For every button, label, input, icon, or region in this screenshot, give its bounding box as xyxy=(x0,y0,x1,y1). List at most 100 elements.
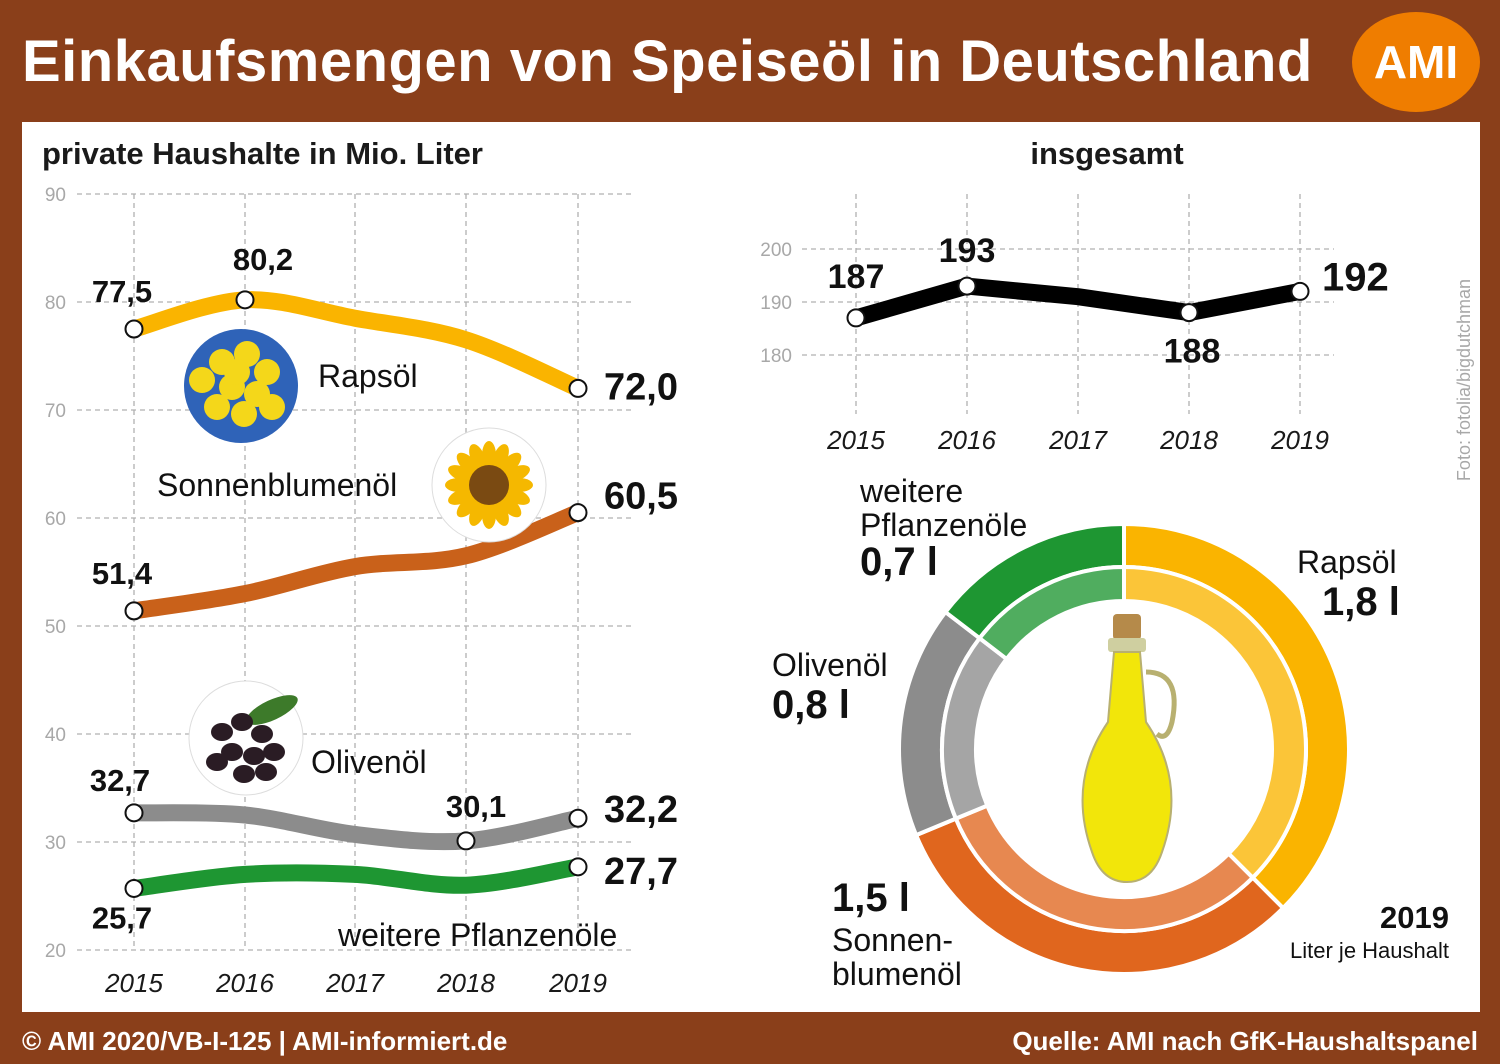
data-point-marker xyxy=(568,808,588,828)
right-y-tick-label: 180 xyxy=(760,346,792,367)
sunflower-petal xyxy=(469,444,486,471)
series-line xyxy=(125,804,587,851)
donut-slice-name: Sonnen-blumenöl xyxy=(832,922,962,992)
olive-fruit xyxy=(211,723,233,741)
data-point-marker xyxy=(124,319,144,339)
olive-fruit xyxy=(221,743,243,761)
sunflower-petal xyxy=(503,465,530,482)
olive-fruit xyxy=(233,765,255,783)
data-label: 51,4 xyxy=(92,556,153,591)
sunflower-petal xyxy=(492,499,509,526)
olive-fruit xyxy=(263,743,285,761)
right-x-tick-label: 2015 xyxy=(826,425,885,455)
data-label: 32,2 xyxy=(604,789,678,831)
rapeseed-flower xyxy=(204,394,230,420)
olive-fruit xyxy=(243,747,265,765)
data-label: 80,2 xyxy=(233,242,293,277)
footer-source: Quelle: AMI nach GfK-Haushaltspanel xyxy=(1012,1026,1478,1056)
series-name-label: Olivenöl xyxy=(311,744,427,780)
rapeseed-flower xyxy=(224,359,250,385)
total-data-label: 193 xyxy=(939,232,996,270)
donut-slice-value: 0,8 l xyxy=(772,683,850,727)
right-x-tick-label: 2019 xyxy=(1270,425,1329,455)
donut-slice-name: Olivenöl xyxy=(772,647,888,683)
series-name-label: Rapsöl xyxy=(318,358,418,394)
total-data-point-marker xyxy=(1290,281,1310,301)
photo-credit: Foto: fotolia/bigdutchman xyxy=(1454,279,1474,481)
olive-fruit xyxy=(231,713,253,731)
rapeseed-flower xyxy=(254,359,280,385)
total-data-label: 188 xyxy=(1164,333,1221,371)
left-y-tick-label: 80 xyxy=(45,293,66,314)
left-chart-title: private Haushalte in Mio. Liter xyxy=(42,136,483,171)
sunflower-petal xyxy=(499,452,522,475)
left-y-tick-label: 50 xyxy=(45,617,66,638)
right-x-tick-label: 2017 xyxy=(1048,425,1108,455)
rapeseed-flower xyxy=(231,401,257,427)
ami-logo: AMI xyxy=(1352,12,1480,112)
rapeseed-icon xyxy=(184,329,298,443)
series-name-label: weitere Pflanzenöle xyxy=(337,917,617,953)
series-line xyxy=(125,504,587,620)
olive-leaf xyxy=(246,695,298,725)
data-point-marker xyxy=(235,290,255,310)
left-y-tick-label: 40 xyxy=(45,725,66,746)
sunflower-petal xyxy=(456,495,479,518)
right-x-tick-label: 2016 xyxy=(937,425,996,455)
bottle-cork xyxy=(1113,614,1141,640)
footer-copyright: © AMI 2020/VB-I-125 | AMI-informiert.de xyxy=(22,1026,508,1056)
total-data-point-marker xyxy=(1179,303,1199,323)
page-title: Einkaufsmengen von Speiseöl in Deutschla… xyxy=(22,29,1313,94)
donut-slice-name-line: blumenöl xyxy=(832,956,962,992)
data-label: 30,1 xyxy=(446,789,506,824)
donut-slice-name: Rapsöl xyxy=(1297,544,1397,580)
data-point-marker xyxy=(124,803,144,823)
chart-panel: private Haushalte in Mio. Liter 20 30 40 50 6… xyxy=(22,122,1480,1012)
sunflower-petal xyxy=(448,488,475,505)
left-x-tick-label: 2016 xyxy=(215,968,274,998)
donut-title: 2019 xyxy=(1380,900,1449,935)
rapeseed-flower xyxy=(189,367,215,393)
donut-slice-value: 1,5 l xyxy=(832,876,910,920)
right-y-tick-label: 200 xyxy=(760,240,792,261)
rapeseed-flower xyxy=(259,394,285,420)
donut-slice-inner xyxy=(976,564,1126,662)
series-line xyxy=(125,291,587,397)
donut-slice-name-line: Rapsöl xyxy=(1297,544,1397,580)
bottle-neck-ring xyxy=(1108,638,1146,652)
donut-slice-name-line: Olivenöl xyxy=(772,647,888,683)
data-point-marker xyxy=(568,378,588,398)
sunflower-icon xyxy=(431,427,547,543)
data-point-marker xyxy=(124,601,144,621)
sunflower-petal xyxy=(499,495,522,518)
donut-subtitle: Liter je Haushalt xyxy=(1290,938,1449,963)
donut-slice-name-line: weitere xyxy=(859,473,963,509)
series-name-label: Sonnenblumenöl xyxy=(157,467,397,503)
donut-slice-value: 1,8 l xyxy=(1322,580,1400,624)
data-label: 32,7 xyxy=(90,763,150,798)
bottle-handle xyxy=(1145,669,1177,739)
total-data-label: 187 xyxy=(828,258,885,296)
total-data-point-marker xyxy=(957,276,977,296)
series-line xyxy=(125,858,587,897)
total-series-line xyxy=(847,277,1309,327)
oil-bottle-icon xyxy=(1081,614,1177,884)
olive-fruit xyxy=(251,725,273,743)
data-label: 25,7 xyxy=(92,900,152,935)
chart-canvas: private Haushalte in Mio. Liter 20 30 40 50 6… xyxy=(42,136,1474,998)
donut-slice-name-line: Pflanzenöle xyxy=(860,507,1027,543)
donut-slice-name: weitere Pflanzenöle xyxy=(859,473,1027,543)
donut-chart xyxy=(897,521,1351,976)
donut-slice-value: 0,7 l xyxy=(860,540,938,584)
olive-fruit xyxy=(255,763,277,781)
right-x-tick-label: 2018 xyxy=(1159,425,1218,455)
chart-labels: private Haushalte in Mio. Liter 20 30 40 50 6… xyxy=(42,136,1474,998)
line-series xyxy=(124,276,1310,898)
data-label: 77,5 xyxy=(92,274,152,309)
olive-fruit xyxy=(206,753,228,771)
left-x-tick-label: 2017 xyxy=(325,968,385,998)
data-label: 60,5 xyxy=(604,476,678,518)
total-data-point-marker xyxy=(846,308,866,328)
left-y-tick-label: 90 xyxy=(45,185,66,206)
right-y-tick-label: 190 xyxy=(760,293,792,314)
